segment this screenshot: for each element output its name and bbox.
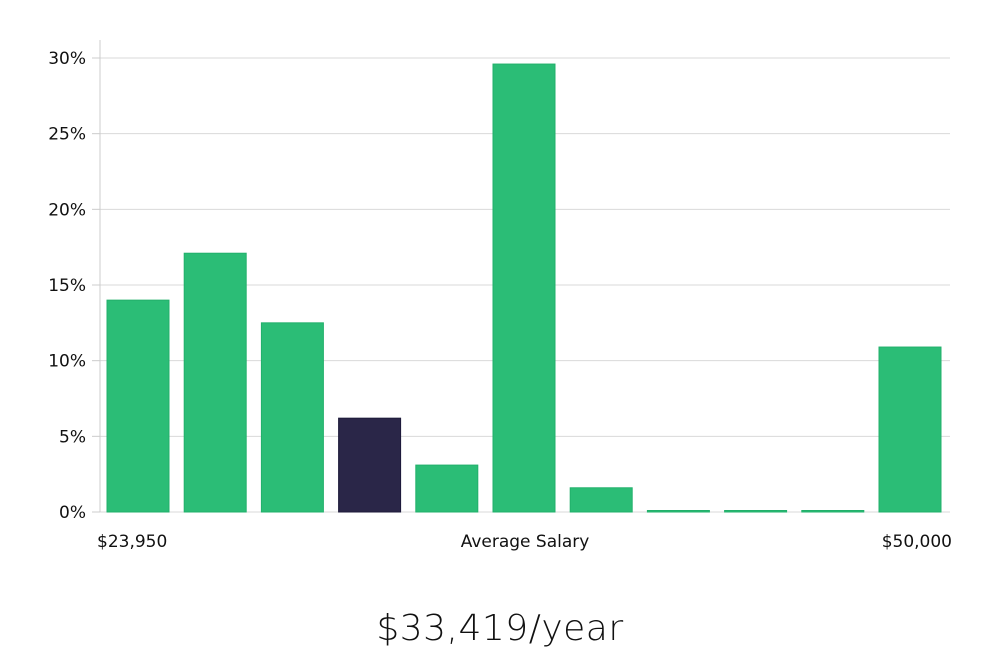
y-tick-label: 20% — [48, 200, 86, 220]
y-tick-label: 0% — [59, 503, 86, 523]
y-tick-label: 10% — [48, 352, 86, 372]
y-axis-ticks: 0% 5% 10% 15% 20% 25% 30% — [48, 49, 100, 523]
bar — [878, 346, 942, 513]
bar — [569, 487, 633, 513]
bars — [106, 63, 942, 513]
bar — [106, 299, 170, 513]
average-salary-value: $33,419/year — [376, 608, 624, 649]
bar — [415, 464, 479, 513]
x-max-label: $50,000 — [882, 532, 952, 552]
y-tick-label: 30% — [48, 49, 86, 69]
bar — [183, 252, 247, 513]
salary-histogram: 0% 5% 10% 15% 20% 25% 30% $23,950 Average Sala… — [48, 40, 952, 552]
bar-highlighted — [338, 417, 402, 513]
bar — [724, 510, 788, 513]
x-axis-label: Average Salary — [461, 532, 590, 552]
bar — [801, 510, 865, 513]
bar — [260, 322, 324, 513]
bar — [492, 63, 556, 513]
y-tick-label: 15% — [48, 276, 86, 296]
y-tick-label: 25% — [48, 125, 86, 145]
x-min-label: $23,950 — [97, 532, 167, 552]
y-tick-label: 5% — [59, 427, 86, 447]
bar — [646, 510, 710, 513]
